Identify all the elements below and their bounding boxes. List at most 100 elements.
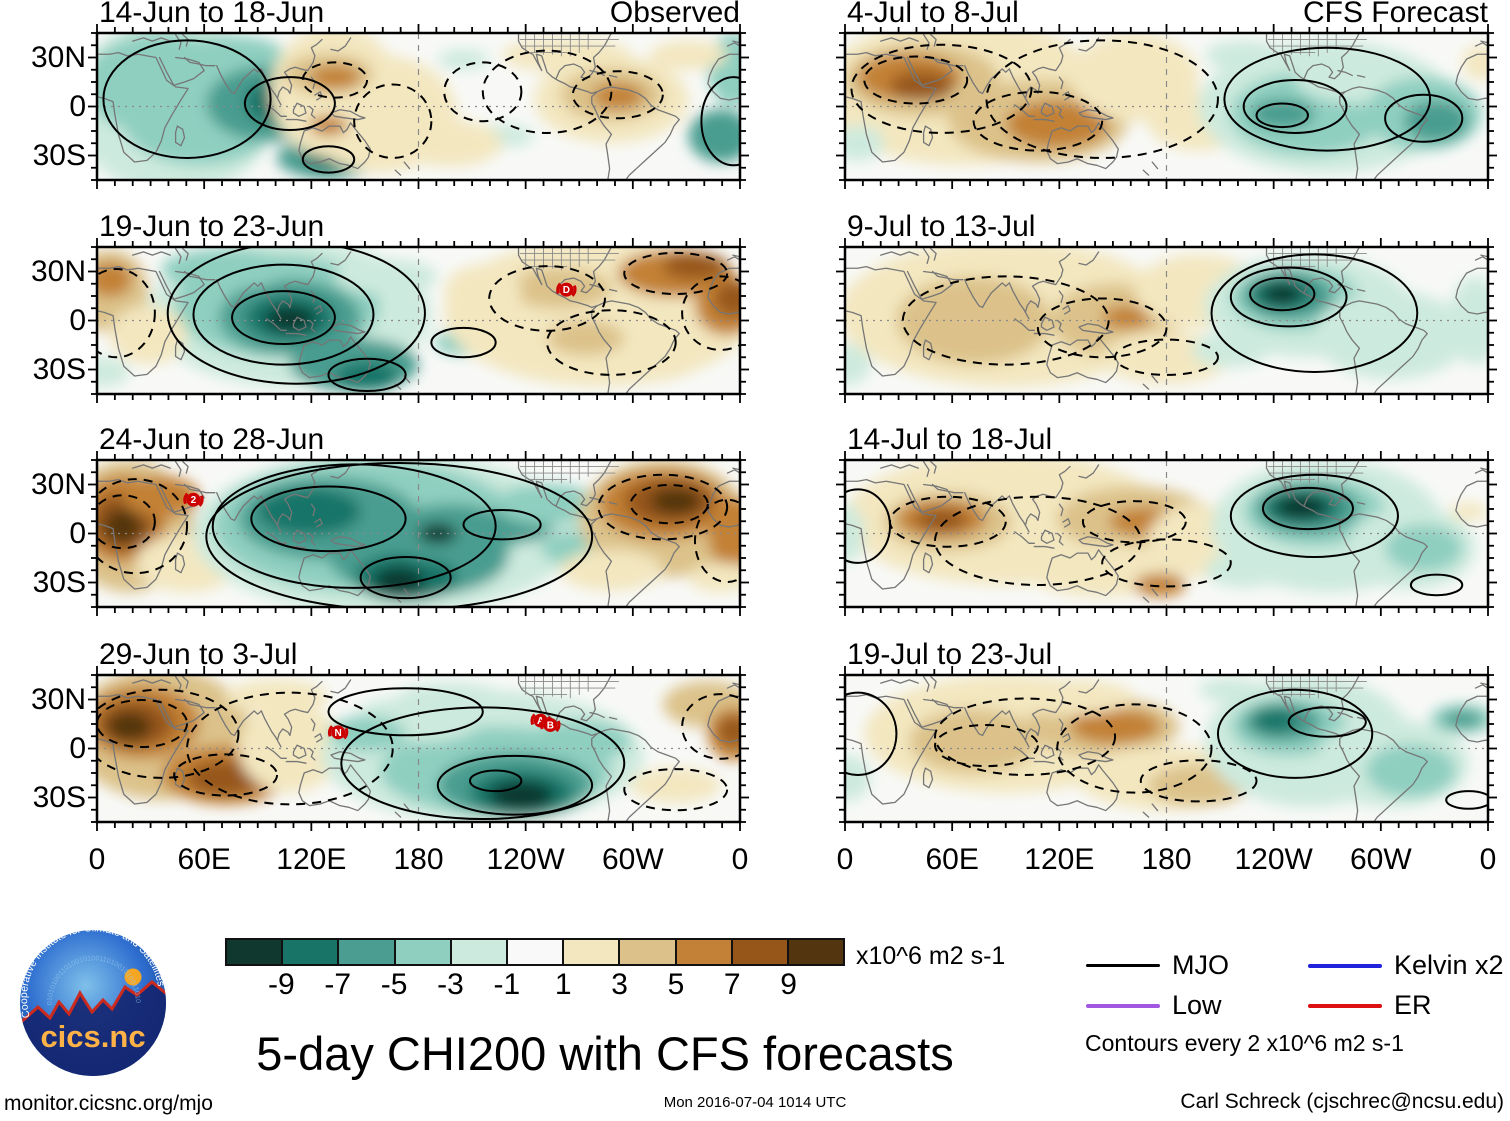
axis-ticks	[88, 451, 749, 616]
colorbar	[225, 938, 845, 966]
map-panel	[836, 24, 1497, 189]
legend-label: Low	[1172, 990, 1222, 1020]
lon-tick-label: 0	[1479, 843, 1497, 876]
anomaly-contours	[850, 39, 1464, 159]
logo-sun-icon	[124, 968, 142, 986]
panel-title: 19-Jun to 23-Jun	[99, 210, 325, 243]
storm-marker-N: N	[327, 725, 349, 740]
logo-wordmark: cics.nc	[40, 1019, 145, 1054]
map-panel: D	[88, 238, 749, 403]
map-panel: N A B	[88, 666, 749, 831]
svg-text:B: B	[547, 720, 554, 731]
colorbar-tick-label: -1	[493, 968, 521, 1001]
contour-interval-note: Contours every 2 x10^6 m2 s-1	[1085, 1030, 1404, 1056]
lat-tick-label: 30S	[32, 565, 86, 599]
svg-text:D: D	[563, 285, 570, 296]
lat-tick-label: 0	[69, 303, 86, 337]
colorbar-segment	[395, 940, 452, 964]
svg-text:A: A	[537, 716, 544, 727]
axis-ticks	[88, 238, 749, 403]
lon-tick-label: 0	[731, 843, 749, 876]
panel-title: 9-Jul to 13-Jul	[847, 210, 1036, 243]
colorbar-tick-label: -5	[380, 968, 408, 1001]
coastlines	[97, 675, 740, 822]
legend-item-mjo: MJO	[1086, 950, 1229, 981]
coastlines	[845, 460, 1488, 607]
axis-ticks	[88, 24, 749, 189]
lon-tick-label: 180	[393, 843, 444, 876]
colorbar-tick-label: -7	[324, 968, 352, 1001]
colorbar-segment	[283, 940, 340, 964]
axis-ticks	[836, 24, 1497, 189]
lon-tick-label: 60W	[601, 843, 664, 876]
colorbar-segment	[339, 940, 396, 964]
lon-tick-label: 120W	[486, 843, 565, 876]
lon-tick-label: 0	[836, 843, 854, 876]
panel-title: 14-Jul to 18-Jul	[847, 423, 1053, 456]
legend-line	[1308, 963, 1382, 968]
map-panel	[836, 451, 1497, 616]
legend-item-low: Low	[1086, 990, 1222, 1021]
legend-line	[1308, 1003, 1382, 1008]
axis-ticks	[88, 666, 749, 831]
colorbar-segment	[507, 940, 565, 964]
lat-tick-label: 30S	[32, 352, 86, 386]
lon-tick-label: 0	[88, 843, 106, 876]
colorbar-segment	[788, 940, 844, 964]
lat-tick-label: 30S	[32, 138, 86, 172]
footer-url[interactable]: monitor.cicsnc.org/mjo	[4, 1092, 213, 1115]
colorbar-tick-label: 7	[723, 968, 741, 1001]
map-panel: 2	[88, 451, 749, 616]
storm-marker-B: B	[540, 717, 561, 733]
panel-title: 24-Jun to 28-Jun	[99, 423, 325, 456]
axis-ticks	[836, 238, 1497, 403]
panel-title: 19-Jul to 23-Jul	[847, 638, 1053, 671]
anomaly-contours	[97, 247, 740, 393]
colorbar-tick-label: 1	[554, 968, 572, 1001]
coastlines	[97, 247, 740, 394]
legend-label: MJO	[1172, 950, 1229, 980]
anomaly-contours	[102, 39, 740, 174]
lat-tick-label: 0	[69, 731, 86, 765]
map-panel	[836, 238, 1497, 403]
anomaly-contours	[845, 688, 1488, 810]
legend-label: Kelvin x2	[1394, 950, 1504, 980]
anomaly-contours	[97, 461, 740, 607]
lon-tick-label: 60W	[1349, 843, 1412, 876]
page-title: 5-day CHI200 with CFS forecasts	[256, 1027, 954, 1080]
storm-marker-D: D	[556, 282, 577, 297]
map-panel	[88, 24, 749, 189]
cfs-forecast-label: CFS Forecast	[1302, 0, 1488, 29]
panel-title: 4-Jul to 8-Jul	[847, 0, 1019, 29]
footer-credit: Carl Schreck (cjschrec@ncsu.edu)	[1180, 1090, 1504, 1113]
lat-tick-label: 30N	[30, 254, 86, 288]
colorbar-tick-label: 5	[667, 968, 685, 1001]
colorbar-segment	[732, 940, 789, 964]
legend-item-kelvin-x2: Kelvin x2	[1308, 950, 1504, 981]
lat-tick-label: 0	[69, 516, 86, 550]
lon-tick-label: 60E	[925, 843, 979, 876]
svg-text:2: 2	[191, 495, 197, 506]
lon-tick-label: 120E	[276, 843, 347, 876]
colorbar-tick-label: -9	[268, 968, 295, 1001]
observed-label: Observed	[609, 0, 740, 29]
anomaly-contours	[97, 687, 740, 821]
colorbar-tick-label: 3	[611, 968, 628, 1001]
colorbar-segment	[564, 940, 621, 964]
axis-ticks	[836, 666, 1497, 831]
storm-marker-2: 2	[183, 492, 204, 507]
svg-text:N: N	[335, 728, 342, 739]
colorbar-segment	[620, 940, 677, 964]
lat-tick-label: 30N	[30, 682, 86, 716]
footer-timestamp: Mon 2016-07-04 1014 UTC	[663, 1094, 847, 1111]
lat-tick-label: 0	[69, 89, 86, 123]
colorbar-units: x10^6 m2 s-1	[856, 942, 1006, 970]
axis-ticks	[836, 451, 1497, 616]
panel-title: 29-Jun to 3-Jul	[99, 638, 298, 671]
legend-line	[1086, 1003, 1160, 1008]
lat-tick-label: 30N	[30, 40, 86, 74]
lon-tick-label: 180	[1141, 843, 1192, 876]
lon-tick-label: 120W	[1234, 843, 1313, 876]
colorbar-tick-label: -3	[437, 968, 464, 1001]
logo-mountain-line	[20, 980, 166, 1025]
